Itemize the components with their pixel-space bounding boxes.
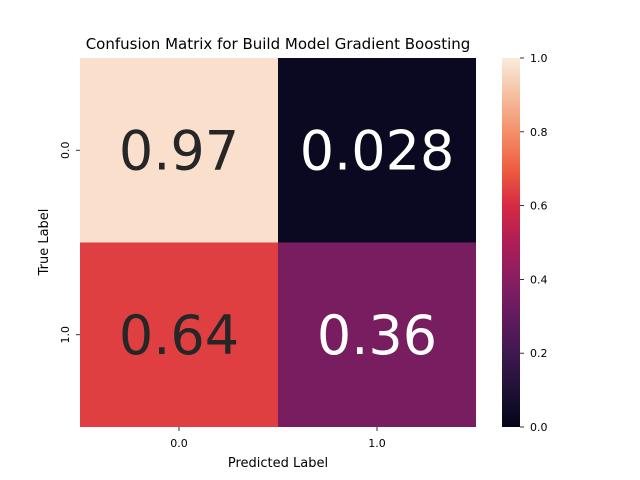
colorbar-tick-label: 0.0 (530, 421, 548, 434)
y-tick-label: 1.0 (59, 326, 72, 344)
x-tick-label: 0.0 (170, 437, 188, 450)
heatmap-cells (80, 58, 476, 427)
cell-annotation: 0.64 (119, 304, 239, 367)
colorbar-tick-label: 0.8 (530, 126, 548, 139)
heatmap-cell (278, 242, 476, 427)
colorbar-tick-label: 1.0 (530, 52, 548, 65)
x-axis-label: Predicted Label (228, 456, 328, 471)
colorbar (502, 58, 520, 427)
heatmap-cell (278, 58, 476, 243)
heatmap-annotations: 0.97 0.028 0.64 0.36 (119, 119, 454, 367)
colorbar-tick-label: 0.6 (530, 200, 548, 213)
x-tick-label: 1.0 (368, 437, 386, 450)
heatmap-cell (80, 242, 278, 427)
colorbar-tick-label: 0.4 (530, 273, 548, 286)
y-axis-label: True Label (37, 209, 52, 277)
y-tick-label: 0.0 (59, 142, 72, 160)
cell-annotation: 0.97 (119, 119, 239, 182)
y-axis-ticks: 0.0 1.0 (59, 142, 80, 344)
colorbar-ticks: 0.0 0.2 0.4 0.6 0.8 1.0 (520, 52, 548, 434)
colorbar-tick-label: 0.2 (530, 347, 548, 360)
cell-annotation: 0.028 (300, 119, 455, 182)
heatmap-cell (80, 58, 278, 243)
chart-title: Confusion Matrix for Build Model Gradien… (86, 35, 471, 53)
x-axis-ticks: 0.0 1.0 (170, 427, 386, 450)
cell-annotation: 0.36 (317, 304, 437, 367)
